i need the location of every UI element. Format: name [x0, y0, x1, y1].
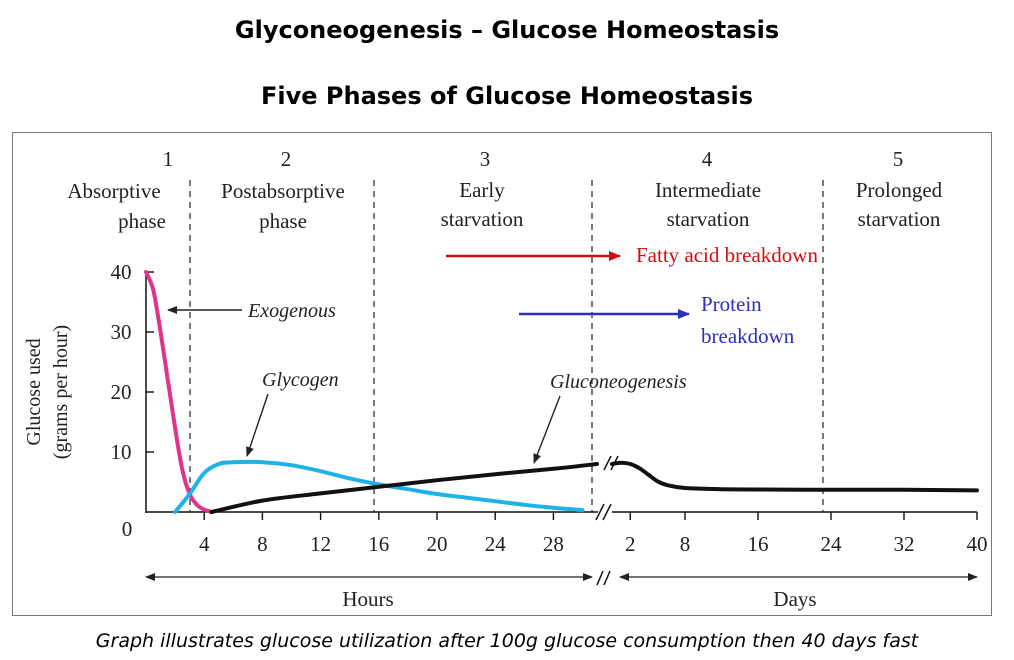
y-tick-label-0: 0: [122, 517, 133, 541]
series-line-glycogen-hours: [173, 459, 585, 514]
hours-tick-label-12: 12: [310, 532, 331, 556]
hours-tick-label-28: 28: [543, 532, 564, 556]
series-line-gluconeogenesis-hours: [209, 462, 599, 514]
phase-number-2: 2: [281, 147, 292, 171]
chart-caption: Graph illustrates glucose utilization af…: [95, 630, 919, 652]
series-line-exogenous-hours: [144, 270, 214, 514]
hours-tick-label-20: 20: [427, 532, 448, 556]
phase-label-5-line2: starvation: [858, 207, 941, 231]
annotation-protein-line1: Protein: [701, 292, 762, 316]
phase-number-1: 1: [163, 147, 174, 171]
phase-label-4-line1: Intermediate: [655, 178, 761, 202]
phase-label-1-line1: Absorptive: [67, 179, 160, 203]
page-subtitle: Five Phases of Glucose Homeostasis: [261, 82, 753, 110]
series-lines: [144, 270, 979, 514]
annotation-gluconeogenesis-arrow: [533, 395, 561, 464]
days-label: Days: [773, 587, 816, 611]
y-axis-label-line1: Glucose used: [23, 338, 45, 445]
days-tick-label-2: 2: [625, 532, 636, 556]
phase-label-1-line2: phase: [118, 209, 166, 233]
days-tick-label-16: 16: [748, 532, 769, 556]
y-tick-label-30: 30: [111, 320, 132, 344]
annotation-glycogen-arrow: [246, 393, 269, 457]
phase-label-3-line1: Early: [459, 178, 505, 202]
days-tick-label-32: 32: [894, 532, 915, 556]
phase-label-2-line1: Postabsorptive: [221, 179, 345, 203]
days-tick-label-24: 24: [821, 532, 843, 556]
hours-label: Hours: [342, 587, 393, 611]
x-axis-ticks: 4 8 12 16 20 24 28 2 8 16 24 32 40: [199, 512, 988, 556]
hours-tick-label-8: 8: [257, 532, 268, 556]
hours-tick-label-16: 16: [368, 532, 389, 556]
phase-label-4-line2: starvation: [667, 207, 750, 231]
hours-tick-label-24: 24: [485, 532, 507, 556]
hours-tick-label-4: 4: [199, 532, 210, 556]
page-title: Glyconeogenesis – Glucose Homeostasis: [234, 16, 780, 44]
y-tick-label-20: 20: [111, 380, 132, 404]
phase-number-5: 5: [893, 147, 904, 171]
chart-frame: [12, 132, 992, 616]
y-tick-label-40: 40: [111, 260, 132, 284]
annotation-protein-line2: breakdown: [701, 324, 795, 348]
y-axis-label-line2: (grams per hour): [50, 325, 72, 459]
phase-label-3-line2: starvation: [441, 207, 524, 231]
annotation-exogenous: Exogenous: [247, 300, 336, 322]
phase-label-2-line2: phase: [259, 209, 307, 233]
phase-number-3: 3: [480, 147, 491, 171]
axis-break-marks: [595, 455, 619, 586]
annotation-fatty-acid: Fatty acid breakdown: [636, 243, 818, 267]
phase-label-5-line1: Prolonged: [856, 178, 943, 202]
annotation-glycogen: Glycogen: [262, 369, 339, 391]
phase-number-4: 4: [702, 147, 713, 171]
days-tick-label-8: 8: [680, 532, 691, 556]
y-tick-label-10: 10: [111, 440, 132, 464]
y-axis-ticks: 0 10 20 30 40: [111, 260, 154, 541]
series-line-gluconeogenesis-days: [610, 460, 979, 493]
days-tick-label-40: 40: [967, 532, 988, 556]
annotation-gluconeogenesis: Gluconeogenesis: [550, 371, 687, 393]
